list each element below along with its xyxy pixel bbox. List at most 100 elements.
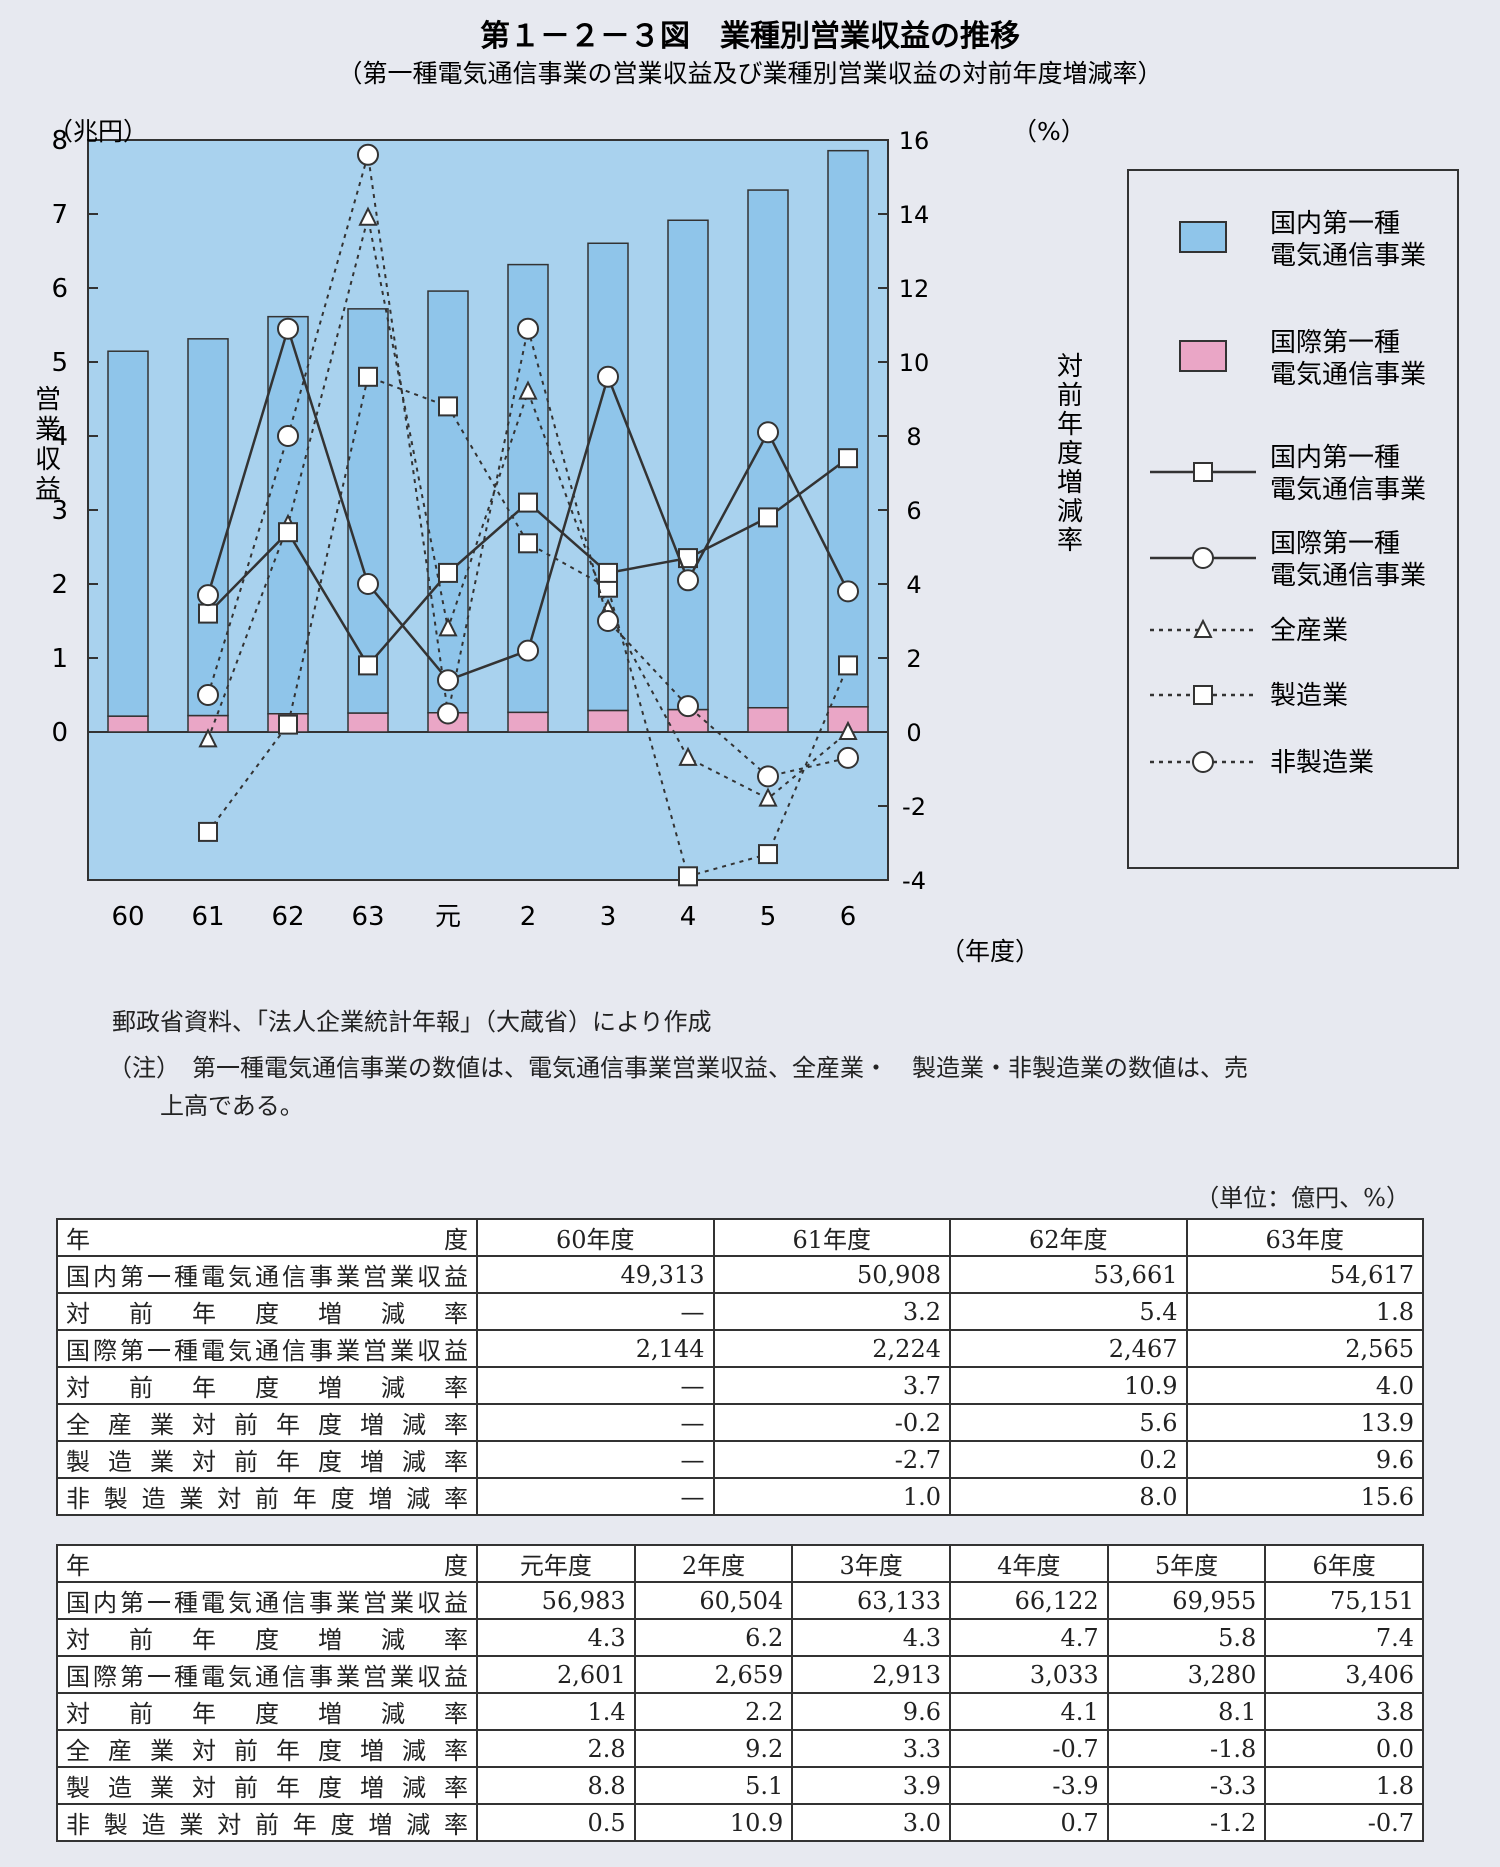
footnote-line2: 上高である。	[160, 1092, 304, 1120]
table-row: 国際第一種電気通信事業営業収益 2,601 2,659 2,913 3,033 3,280…	[56, 1655, 1424, 1694]
right-axis-label-char: 率	[1057, 526, 1083, 556]
right-tick-label: -4	[902, 867, 926, 895]
right-tick-label: 0	[906, 719, 921, 747]
column-header: 62年度	[949, 1218, 1188, 1257]
table-cell: 2,659	[633, 1655, 794, 1694]
right-tick-label: 12	[899, 275, 930, 303]
table-cell: 3,406	[1264, 1655, 1424, 1694]
table-row: 国内第一種電気通信事業営業収益 56,983 60,504 63,133 66,122 6…	[56, 1581, 1424, 1620]
legend-label: 電気通信事業	[1270, 241, 1426, 271]
figure-title: 第１－２－３図 業種別営業収益の推移	[480, 19, 1020, 54]
row-label: 国内第一種電気通信事業営業収益	[56, 1255, 478, 1294]
table-cell: 13.9	[1185, 1403, 1424, 1442]
right-tick-label: 14	[899, 201, 930, 229]
figure-subtitle: （第一種電気通信事業の営業収益及び業種別営業収益の対前年度増減率）	[337, 59, 1162, 88]
circle-marker	[197, 684, 219, 706]
left-tick-label: 1	[51, 644, 68, 674]
left-tick-label: 3	[51, 496, 68, 526]
left-tick-label: 7	[51, 200, 68, 230]
legend-swatch	[1179, 340, 1227, 372]
square-marker	[438, 562, 458, 583]
circle-marker	[677, 569, 699, 592]
table-cell: 7.4	[1264, 1618, 1424, 1657]
corner-right-label: 度	[444, 1226, 468, 1254]
circle-marker	[757, 765, 779, 788]
legend-label: 国内第一種	[1270, 209, 1400, 239]
legend-item: 全産業	[1150, 616, 1348, 646]
table-corner-header: 年度	[56, 1218, 478, 1257]
legend-marker	[1192, 547, 1214, 569]
left-tick-label: 2	[51, 570, 68, 600]
circle-marker	[197, 584, 219, 607]
corner-left-label: 年	[66, 1552, 90, 1580]
legend-item: 国際第一種電気通信事業	[1150, 529, 1426, 591]
table-row: 対前年度増減率 1.4 2.2 9.6 4.1 8.1 3.8	[56, 1692, 1424, 1731]
bar-international	[507, 711, 549, 733]
table-cell: 1.8	[1185, 1292, 1424, 1331]
bar-international	[747, 706, 789, 733]
table-cell: 0.0	[1264, 1729, 1424, 1768]
table-cell: 1.4	[476, 1692, 636, 1731]
table-cell: 0.2	[949, 1440, 1188, 1479]
table-row: 対前年度増減率 —3.7 10.9 4.0	[56, 1366, 1424, 1405]
right-tick-label: 4	[906, 571, 921, 599]
right-axis-label-char: 度	[1057, 439, 1083, 469]
table-cell: 3.3	[791, 1729, 951, 1768]
right-axis-label-char: 減	[1057, 497, 1083, 527]
right-axis-label-char: 対	[1057, 352, 1083, 382]
table-cell: 0.7	[948, 1803, 1109, 1842]
row-label: 非製造業対前年度増減率	[56, 1803, 478, 1842]
row-label: 全産業対前年度増減率	[56, 1403, 478, 1442]
square-marker	[758, 844, 778, 865]
bar-international	[107, 715, 149, 733]
legend-marker	[1193, 462, 1213, 482]
x-axis-unit: （年度）	[940, 937, 1040, 966]
square-marker	[758, 507, 778, 528]
legend-label: 電気通信事業	[1270, 360, 1426, 390]
table-cell: -0.2	[712, 1403, 951, 1442]
table-cell: 3.0	[791, 1803, 951, 1842]
table-cell: 4.0	[1185, 1366, 1424, 1405]
table-cell: —	[476, 1292, 715, 1331]
table-cell: 3.9	[791, 1766, 951, 1805]
left-tick-label: 4	[51, 422, 68, 452]
table-cell: 9.6	[791, 1692, 951, 1731]
left-tick-label: 5	[51, 348, 68, 378]
table-cell: 50,908	[712, 1255, 951, 1294]
x-tick-label: 62	[271, 902, 304, 932]
chart: 第１－２－３図 業種別営業収益の推移 （第一種電気通信事業の営業収益及び業種別営…	[35, 19, 1459, 966]
triangle-marker	[358, 206, 378, 226]
square-marker	[358, 366, 378, 387]
legend-marker	[1193, 685, 1213, 705]
table-cell: 3,033	[948, 1655, 1109, 1694]
table-cell: 66,122	[948, 1581, 1109, 1620]
table-cell: 2,224	[712, 1329, 951, 1368]
table-cell: 75,151	[1264, 1581, 1424, 1620]
legend-label: 非製造業	[1270, 748, 1374, 778]
line-全産業	[207, 217, 849, 800]
table-cell: 60,504	[633, 1581, 794, 1620]
triangle-marker	[758, 787, 778, 807]
bar-domestic	[427, 290, 469, 714]
circle-marker	[437, 669, 459, 692]
legend-item: 国内第一種電気通信事業	[1179, 209, 1426, 271]
table-cell: -1.8	[1106, 1729, 1267, 1768]
legend-label: 電気通信事業	[1270, 475, 1426, 505]
circle-marker	[677, 695, 699, 718]
legend-label: 国際第一種	[1270, 529, 1400, 559]
row-label: 国際第一種電気通信事業営業収益	[56, 1655, 478, 1694]
table-cell: 8.8	[476, 1766, 636, 1805]
table-cell: 3.2	[712, 1292, 951, 1331]
table-cell: 5.1	[633, 1766, 794, 1805]
circle-marker	[277, 425, 299, 447]
circle-marker	[517, 639, 539, 662]
circle-marker	[277, 317, 299, 340]
row-label: 対前年度増減率	[56, 1366, 478, 1405]
column-header: 60年度	[476, 1218, 715, 1257]
x-tick-label: 6	[840, 902, 857, 932]
table-cell: -1.2	[1106, 1803, 1267, 1842]
row-label: 全産業対前年度増減率	[56, 1729, 478, 1768]
column-header: 6年度	[1264, 1544, 1424, 1583]
x-tick-label: 5	[760, 902, 777, 932]
table-cell: 0.5	[476, 1803, 636, 1842]
